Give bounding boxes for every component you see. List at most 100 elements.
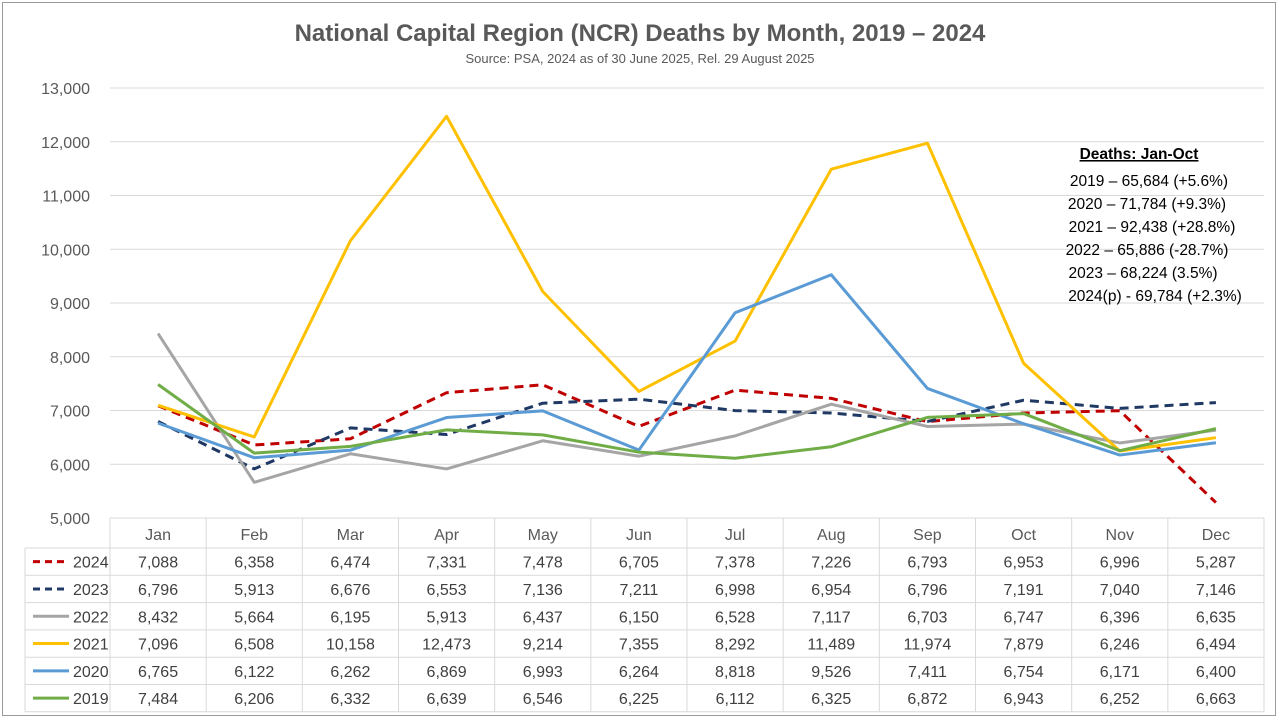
annotation-line: 2024(p) - 69,784 (+2.3%) bbox=[1068, 288, 1242, 305]
table-cell: 11,489 bbox=[807, 637, 855, 654]
table-cell: 7,088 bbox=[138, 555, 178, 572]
table-cell: 6,953 bbox=[1004, 555, 1044, 572]
legend-label: 2021 bbox=[73, 637, 109, 654]
table-cell: 6,332 bbox=[330, 691, 370, 708]
y-tick-label: 5,000 bbox=[50, 511, 90, 528]
table-cell: 6,150 bbox=[619, 609, 659, 626]
x-tick-label: Jan bbox=[145, 527, 171, 544]
table-cell: 6,494 bbox=[1196, 637, 1236, 654]
x-tick-label: Feb bbox=[240, 527, 268, 544]
y-tick-label: 6,000 bbox=[50, 457, 90, 474]
x-tick-label: Mar bbox=[337, 527, 365, 544]
table-cell: 6,553 bbox=[427, 582, 467, 599]
table-cell: 7,331 bbox=[427, 555, 467, 572]
table-cell: 6,635 bbox=[1196, 609, 1236, 626]
table-cell: 7,146 bbox=[1196, 582, 1236, 599]
table-cell: 6,112 bbox=[716, 691, 755, 708]
annotation-line: 2020 – 71,784 (+9.3%) bbox=[1068, 196, 1226, 213]
table-cell: 6,122 bbox=[234, 664, 274, 681]
table-cell: 6,206 bbox=[234, 691, 274, 708]
table-cell: 6,796 bbox=[138, 582, 178, 599]
table-cell: 6,676 bbox=[330, 582, 370, 599]
y-tick-label: 7,000 bbox=[50, 404, 90, 421]
data-table-grid bbox=[24, 517, 1265, 713]
table-cell: 6,225 bbox=[619, 691, 659, 708]
y-tick-label: 8,000 bbox=[50, 350, 90, 367]
legend-label: 2024 bbox=[73, 555, 109, 572]
series-line-2022 bbox=[156, 332, 1217, 484]
table-cell: 6,754 bbox=[1004, 664, 1044, 681]
annotation-box: Deaths: Jan-Oct 2019 – 65,684 (+5.6%) 20… bbox=[1066, 146, 1242, 305]
table-cell: 6,869 bbox=[427, 664, 467, 681]
legend-label: 2023 bbox=[73, 582, 109, 599]
y-axis-ticks: 5,000 6,000 7,000 8,000 9,000 10,000 11,000 12,… bbox=[41, 81, 90, 528]
annotation-line: 2023 – 68,224 (3.5%) bbox=[1068, 265, 1217, 282]
table-cell: 6,252 bbox=[1100, 691, 1140, 708]
y-tick-label: 11,000 bbox=[42, 189, 90, 206]
table-cell: 6,996 bbox=[1100, 555, 1140, 572]
y-tick-label: 10,000 bbox=[41, 242, 90, 259]
table-cell: 6,262 bbox=[330, 664, 370, 681]
table-cell: 6,508 bbox=[234, 637, 274, 654]
table-cell: 6,998 bbox=[715, 582, 755, 599]
table-cell: 6,195 bbox=[330, 609, 370, 626]
table-cell: 5,913 bbox=[427, 609, 467, 626]
table-cell: 9,526 bbox=[811, 664, 851, 681]
table-cell: 7,117 bbox=[812, 609, 851, 626]
table-cell: 6,705 bbox=[619, 555, 659, 572]
table-cell: 6,171 bbox=[1100, 664, 1140, 681]
table-cell: 6,747 bbox=[1004, 609, 1044, 626]
x-tick-label: Dec bbox=[1202, 527, 1230, 544]
table-cell: 7,211 bbox=[619, 582, 658, 599]
series-line-2019 bbox=[157, 383, 1217, 460]
table-cell: 6,437 bbox=[523, 609, 563, 626]
gridlines bbox=[110, 87, 1264, 519]
annotation-heading: Deaths: Jan-Oct bbox=[1080, 146, 1199, 163]
table-cell: 7,226 bbox=[811, 555, 851, 572]
table-cell: 8,818 bbox=[715, 664, 755, 681]
y-tick-label: 9,000 bbox=[50, 296, 90, 313]
annotation-line: 2021 – 92,438 (+28.8%) bbox=[1069, 219, 1236, 236]
x-tick-label: Oct bbox=[1011, 527, 1036, 544]
x-tick-label: Jul bbox=[725, 527, 745, 544]
table-cell: 7,355 bbox=[619, 637, 659, 654]
legend-label: 2020 bbox=[73, 664, 109, 681]
table-cell: 10,158 bbox=[326, 637, 375, 654]
table-cell: 6,765 bbox=[138, 664, 178, 681]
y-tick-label: 12,000 bbox=[41, 135, 90, 152]
data-table: 2024 7,088 6,358 6,474 7,331 7,478 6,705 7,378 7… bbox=[33, 555, 1236, 708]
x-tick-label: Apr bbox=[434, 527, 460, 544]
table-cell: 7,879 bbox=[1004, 637, 1044, 654]
x-axis-month-labels: Jan Feb Mar Apr May Jun Jul Aug Sep Oct Nov Dec bbox=[145, 527, 1230, 544]
table-cell: 5,664 bbox=[234, 609, 274, 626]
series-lines bbox=[156, 114, 1217, 504]
table-cell: 6,943 bbox=[1004, 691, 1044, 708]
x-tick-label: May bbox=[528, 527, 558, 544]
table-cell: 6,546 bbox=[523, 691, 563, 708]
table-cell: 6,358 bbox=[234, 555, 274, 572]
chart-title: National Capital Region (NCR) Deaths by … bbox=[295, 20, 986, 47]
table-cell: 8,292 bbox=[715, 637, 755, 654]
table-cell: 9,214 bbox=[523, 637, 563, 654]
x-tick-label: Nov bbox=[1106, 527, 1134, 544]
table-cell: 6,396 bbox=[1100, 609, 1140, 626]
annotation-line: 2022 – 65,886 (-28.7%) bbox=[1066, 242, 1229, 259]
table-cell: 6,400 bbox=[1196, 664, 1236, 681]
chart-subtitle: Source: PSA, 2024 as of 30 June 2025, Re… bbox=[465, 51, 814, 66]
table-cell: 6,703 bbox=[907, 609, 947, 626]
series-line-2020 bbox=[157, 273, 1217, 460]
y-tick-label: 13,000 bbox=[41, 81, 90, 98]
line-chart: 5,000 6,000 7,000 8,000 9,000 10,000 11,000 12,… bbox=[24, 20, 1265, 713]
table-cell: 6,474 bbox=[330, 555, 370, 572]
table-cell: 6,325 bbox=[811, 691, 851, 708]
table-cell: 7,411 bbox=[908, 664, 947, 681]
table-cell: 6,872 bbox=[907, 691, 947, 708]
table-cell: 5,913 bbox=[234, 582, 274, 599]
table-cell: 6,796 bbox=[907, 582, 947, 599]
table-cell: 6,793 bbox=[907, 555, 947, 572]
x-tick-label: Sep bbox=[913, 527, 942, 544]
x-tick-label: Jun bbox=[626, 527, 652, 544]
x-tick-label: Aug bbox=[817, 527, 845, 544]
annotation-line: 2019 – 65,684 (+5.6%) bbox=[1070, 173, 1228, 190]
